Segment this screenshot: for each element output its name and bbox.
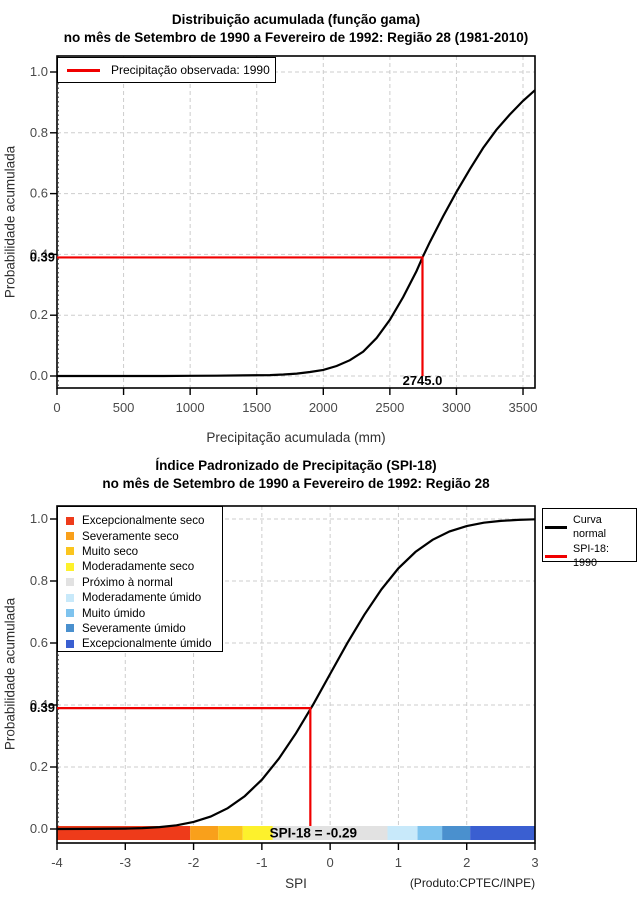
- line-legend-item: SPI-18: 1990: [545, 542, 634, 570]
- line-legend-item: Curva normal: [545, 513, 634, 541]
- normal-cdf-curve: [57, 518, 535, 831]
- spi-value-annotation: SPI-18 = -0.29: [270, 826, 357, 841]
- x-tick-label: -1: [256, 855, 268, 870]
- precip-value-annotation: 2745.0: [403, 373, 443, 388]
- category-color-swatch: [66, 547, 74, 556]
- bottom-chart-xlabel: SPI: [285, 876, 307, 891]
- category-label: Severamente úmido: [82, 621, 186, 635]
- top-chart-legend: Precipitação observada: 1990: [57, 57, 276, 83]
- x-tick-label: 0: [53, 400, 60, 415]
- x-tick-label: -3: [120, 855, 132, 870]
- spi-category-item: Excepcionalmente seco: [66, 513, 222, 528]
- spi-category-item: Excepcionalmente úmido: [66, 636, 222, 651]
- category-color-swatch: [66, 639, 74, 648]
- top-chart-title: Distribuição acumulada (função gama): [171, 12, 421, 27]
- y-tick-label: 0.4: [30, 697, 48, 712]
- bottom-chart-subtitle: no mês de Setembro de 1990 a Fevereiro d…: [102, 476, 490, 491]
- category-label: Severamente seco: [82, 529, 179, 543]
- category-color-swatch: [66, 562, 74, 571]
- spi-colorbar-segment: [218, 826, 243, 840]
- x-tick-label: 1: [395, 855, 402, 870]
- spi-colorbar-segment: [242, 826, 273, 840]
- spi-colorbar-segment: [442, 826, 471, 840]
- y-tick-label: 0.2: [30, 307, 48, 322]
- plot-box: [56, 505, 536, 844]
- spi-category-item: Próximo à normal: [66, 575, 222, 590]
- category-label: Excepcionalmente seco: [82, 514, 205, 528]
- observed-value-marker-lines: [57, 256, 424, 376]
- bottom-chart-title: Índice Padronizado de Precipitação (SPI-…: [155, 458, 437, 473]
- bottom-chart-line-legend: Curva normal SPI-18: 1990: [542, 508, 637, 569]
- spi-category-item: Severamente úmido: [66, 621, 222, 636]
- y-tick-label: 0.6: [30, 186, 48, 201]
- y-tick-label: 0.6: [30, 635, 48, 650]
- spi-colorbar-segment: [470, 826, 535, 840]
- y-tick-label: 0.2: [30, 759, 48, 774]
- category-label: Muito úmido: [82, 606, 146, 620]
- category-label: Excepcionalmente úmido: [82, 637, 212, 651]
- category-color-swatch: [66, 593, 74, 602]
- top-chart-subtitle: no mês de Setembro de 1990 a Fevereiro d…: [63, 30, 529, 45]
- spi-category-item: Moderadamente seco: [66, 559, 222, 574]
- legend-line-label: Curva normal: [573, 514, 607, 540]
- legend-line-marker: [545, 525, 567, 529]
- producer-footnote: (Produto:CPTEC/INPE): [409, 876, 536, 890]
- probability-annotation: 0.39: [30, 249, 55, 264]
- x-tick-label: -4: [51, 855, 63, 870]
- gamma-cdf-curve: [57, 89, 535, 378]
- bottom-chart-ylabel: Probabilidade acumulada: [2, 597, 18, 751]
- category-color-swatch: [66, 624, 74, 633]
- observed-value-marker-lines: [57, 706, 312, 826]
- y-tick-label: 1.0: [30, 511, 48, 526]
- y-tick-label: 0.0: [30, 821, 48, 836]
- category-label: Muito seco: [82, 544, 139, 558]
- spi-colorbar-segment: [272, 826, 388, 840]
- y-tick-label: 0.8: [30, 573, 48, 588]
- x-tick-label: 2000: [309, 400, 338, 415]
- spi-colorbar-segment: [387, 826, 418, 840]
- probability-annotation: 0.39: [30, 700, 55, 715]
- x-tick-label: 2500: [375, 400, 404, 415]
- spi-category-item: Moderadamente úmido: [66, 590, 222, 605]
- y-tick-label: 0.8: [30, 125, 48, 140]
- x-tick-label: 500: [113, 400, 135, 415]
- legend-line-label: SPI-18: 1990: [573, 543, 610, 569]
- plot-box: [56, 55, 536, 389]
- x-tick-label: 1500: [242, 400, 271, 415]
- spi-category-legend: Excepcionalmente seco Severamente seco Mui…: [57, 506, 223, 652]
- legend-line-marker: [545, 554, 567, 558]
- x-tick-label: 3000: [442, 400, 471, 415]
- category-label: Moderadamente seco: [82, 560, 195, 574]
- top-chart-plot-area: 0 500 1000 1500 2000 2500 3000 3500 0.0 0.2 0.4 0.6…: [30, 55, 538, 415]
- spi-colorbar-segment: [417, 826, 443, 840]
- category-label: Moderadamente úmido: [82, 591, 202, 605]
- x-tick-label: 3500: [509, 400, 538, 415]
- top-chart-xlabel: Precipitação acumulada (mm): [206, 430, 386, 445]
- x-tick-label: 3: [531, 855, 538, 870]
- observed-precip-legend-label: Precipitação observada: 1990: [111, 63, 270, 77]
- x-tick-label: 1000: [176, 400, 205, 415]
- y-tick-label: 0.0: [30, 368, 48, 383]
- spi-category-item: Muito úmido: [66, 605, 222, 620]
- x-tick-label: -2: [188, 855, 200, 870]
- y-tick-label: 1.0: [30, 64, 48, 79]
- x-tick-label: 2: [463, 855, 470, 870]
- x-tick-label: 0: [327, 855, 334, 870]
- category-color-swatch: [66, 609, 74, 618]
- top-chart-ylabel: Probabilidade acumulada: [2, 145, 18, 299]
- observed-precip-line-marker: [67, 68, 100, 72]
- category-color-swatch: [66, 578, 74, 587]
- spi-colorbar-segment: [190, 826, 219, 840]
- category-label: Próximo à normal: [82, 575, 173, 589]
- category-color-swatch: [66, 516, 74, 525]
- spi-category-item: Severamente seco: [66, 528, 222, 543]
- y-tick-label: 0.4: [30, 246, 48, 261]
- spi-category-item: Muito seco: [66, 544, 222, 559]
- category-color-swatch: [66, 532, 74, 541]
